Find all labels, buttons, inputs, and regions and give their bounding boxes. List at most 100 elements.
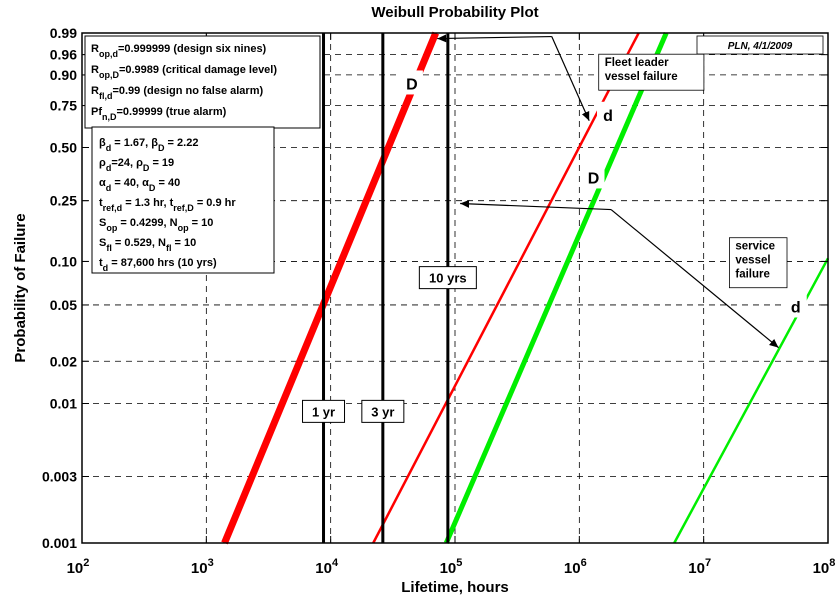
- legend-2-line: ρd=24, ρD = 19: [99, 157, 174, 173]
- y-tick-label: 0.90: [50, 67, 77, 83]
- legend-2-text: = 0.4299, N: [117, 217, 177, 229]
- x-tick-exponent: 7: [705, 557, 711, 569]
- annotation-layer: Dd Dd Fleet leader vessel failure service ves…: [400, 34, 807, 349]
- vline-label-box: [361, 399, 405, 423]
- x-tick-exponent: 6: [581, 557, 587, 569]
- y-tick-label: 0.01: [50, 395, 77, 411]
- legend-2-subscript: d: [106, 183, 112, 193]
- callout-text: service: [735, 241, 775, 253]
- vline-label-box: [418, 266, 477, 290]
- legend-2-text: = 40, α: [111, 177, 149, 189]
- annotation-bg: [596, 101, 619, 126]
- y-tick-label: 0.003: [42, 469, 77, 485]
- chart-title: Weibull Probability Plot: [371, 4, 538, 21]
- legend-2-subscript: d: [106, 163, 112, 173]
- legend-1-value: =0.999999 (design six nines): [118, 43, 267, 55]
- y-tick-label: 0.50: [50, 140, 77, 156]
- legend-2-line: αd = 40, αD = 40: [99, 177, 180, 193]
- legend-2-line: βd = 1.67, βD = 2.22: [99, 137, 198, 153]
- legend-1-line: Rfl,d=0.99 (design no false alarm): [91, 85, 263, 101]
- legend-2-subscript: D: [158, 143, 165, 153]
- legend-2-text: = 2.22: [165, 137, 199, 149]
- legend-1-line: Pfn,D=0.99999 (true alarm): [91, 106, 227, 122]
- legend-1-value: =0.9989 (critical damage level): [119, 64, 277, 76]
- plot-frame: [81, 32, 829, 544]
- callout-text: vessel failure: [605, 71, 678, 83]
- stamp-text: PLN, 4/1/2009: [728, 41, 793, 52]
- legend-1-symbol: R: [91, 64, 99, 76]
- y-tick-label: 0.96: [50, 47, 77, 63]
- legend-2-subscript: d: [106, 143, 112, 153]
- legend-2-text: = 10: [171, 237, 196, 249]
- legend-1-subscript: n,D: [102, 112, 117, 122]
- x-tick-base: 10: [813, 560, 830, 577]
- y-tick-label: 0.02: [50, 353, 77, 369]
- x-tick-base: 10: [315, 560, 332, 577]
- annotation-bg: [784, 293, 807, 318]
- legend-2-line: Sop = 0.4299, Nop = 10: [99, 217, 213, 233]
- legend-1-value: =0.99999 (true alarm): [117, 106, 227, 118]
- legend-2-subscript: op: [106, 223, 117, 233]
- x-tick-label: 106: [564, 557, 587, 577]
- x-tick-base: 10: [688, 560, 705, 577]
- legend-2-text: t: [99, 197, 103, 209]
- x-tick-label: 105: [440, 557, 463, 577]
- legend-1-symbol: R: [91, 43, 99, 55]
- x-tick-exponent: 5: [456, 557, 462, 569]
- legend-box-2: [91, 126, 275, 274]
- legend-2-subscript: ref,d: [103, 203, 123, 213]
- legend-2-text: = 1.67, β: [111, 137, 158, 149]
- callout-box-0: [598, 53, 705, 91]
- series-line-fleet-d: [372, 32, 640, 544]
- legend-2-text: β: [99, 137, 106, 149]
- legend-2-subscript: fl: [106, 243, 112, 253]
- y-tick-label: 0.25: [50, 193, 77, 209]
- legend-2-text: S: [99, 217, 106, 229]
- series-layer: [221, 31, 830, 545]
- annotation-bg: [400, 70, 423, 95]
- stamp-box: [696, 35, 824, 55]
- annotation-bg: [582, 164, 605, 189]
- legend-1-subscript: fl,d: [99, 91, 113, 101]
- x-tick-base: 10: [440, 560, 457, 577]
- legend-1-line: Rop,D=0.9989 (critical damage level): [91, 64, 277, 80]
- legend-1-subscript: op,D: [99, 70, 119, 80]
- x-tick-base: 10: [564, 560, 581, 577]
- legend-2-text: = 87,600 hrs (10 yrs): [108, 257, 217, 269]
- y-axis-label: Probability of Failure: [12, 213, 29, 362]
- vline-label: 1 yr: [312, 404, 335, 419]
- y-tick-label: 0.10: [50, 253, 77, 269]
- legend-2-subscript: fl: [166, 243, 172, 253]
- callout-arrow: [460, 199, 612, 211]
- callout-arrow: [610, 209, 779, 349]
- legend-2-line: td = 87,600 hrs (10 yrs): [99, 257, 217, 273]
- annotation-letter: d: [603, 108, 613, 125]
- annotation-letter: D: [588, 170, 600, 187]
- vline-label-box: [302, 399, 346, 423]
- legend-2-line: Sfl = 0.529, Nfl = 10: [99, 237, 196, 253]
- axis-layer: 102 103 104 105 106 107 1080.990.960.900.750.5…: [42, 25, 835, 577]
- x-tick-label: 102: [67, 557, 90, 577]
- legend-2-text: S: [99, 237, 106, 249]
- y-tick-label: 0.05: [50, 297, 77, 313]
- legend-2-text: = 1.3 hr, t: [122, 197, 173, 209]
- legend-2-text: = 19: [149, 157, 174, 169]
- legend-2-subscript: op: [178, 223, 189, 233]
- annotation-letter: d: [791, 299, 801, 316]
- legend-1-symbol: Pf: [91, 106, 102, 118]
- legend-1-line: Rop,d=0.999999 (design six nines): [91, 43, 267, 59]
- legend-2-subscript: d: [103, 263, 109, 273]
- callout-text: Fleet leader: [605, 57, 669, 69]
- legend-2-text: t: [99, 257, 103, 269]
- x-axis-label: Lifetime, hours: [401, 579, 509, 596]
- reference-lines: 1 yr 3 yr 10 yrs: [302, 33, 477, 543]
- callout-arrow: [437, 34, 552, 43]
- x-tick-base: 10: [67, 560, 84, 577]
- vline-label: 10 yrs: [429, 271, 467, 286]
- y-tick-label: 0.99: [50, 25, 77, 41]
- x-tick-exponent: 4: [332, 557, 339, 569]
- legend-2-subscript: D: [149, 183, 156, 193]
- y-tick-label: 0.001: [42, 535, 77, 551]
- legend-1-value: =0.99 (design no false alarm): [112, 85, 263, 97]
